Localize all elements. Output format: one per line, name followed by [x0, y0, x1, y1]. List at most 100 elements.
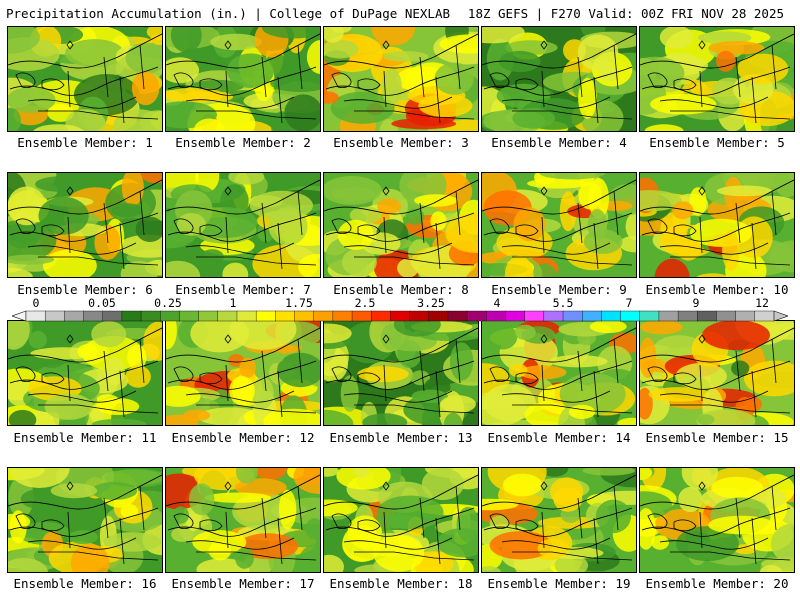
station-marker	[382, 481, 390, 491]
ensemble-member-map	[165, 467, 321, 573]
precip-blob	[583, 229, 623, 254]
ensemble-member-map	[639, 320, 795, 426]
precip-blob	[434, 62, 474, 95]
map-outline	[225, 338, 303, 418]
precip-blob	[9, 510, 27, 544]
precip-field	[8, 468, 162, 572]
precip-blob	[640, 468, 653, 481]
member-caption: Ensemble Member: 2	[175, 135, 311, 150]
ensemble-member-map	[481, 172, 637, 278]
precip-field	[324, 468, 478, 572]
precip-blob	[397, 258, 419, 277]
precip-blob	[249, 190, 313, 220]
colorbar-swatch	[217, 310, 238, 322]
precip-blob	[33, 321, 89, 343]
map-outline	[673, 224, 697, 237]
ensemble-member-map	[639, 467, 795, 573]
precip-blob	[539, 468, 569, 477]
precip-blob	[654, 258, 690, 277]
precip-blob	[711, 476, 764, 499]
precip-blob	[228, 173, 265, 185]
map-outline	[324, 33, 478, 69]
map-outline	[324, 474, 478, 510]
map-outline	[489, 72, 510, 88]
precip-blob	[644, 124, 684, 131]
precip-blob	[648, 387, 711, 402]
map-outline	[673, 78, 697, 91]
map-outline	[383, 338, 461, 418]
map-outline	[647, 72, 668, 88]
colorbar-swatch	[64, 310, 85, 322]
colorbar-tick-label: 0.05	[88, 296, 116, 310]
precip-blob	[127, 344, 147, 370]
precip-blob	[391, 118, 457, 130]
precip-blob	[324, 176, 382, 205]
precip-blob	[640, 321, 683, 335]
colorbar-tick-label: 4	[493, 296, 501, 310]
map-outline	[354, 404, 475, 414]
precip-blob	[377, 198, 402, 214]
colorbar-swatch	[44, 310, 65, 322]
map-outline	[325, 507, 475, 537]
precip-blob	[324, 39, 359, 59]
precip-blob	[208, 541, 232, 561]
precip-blob	[737, 53, 789, 85]
colorbar-swatch	[505, 310, 526, 322]
ensemble-member-map	[165, 320, 321, 426]
map-outline	[357, 519, 381, 532]
colorbar-swatch	[121, 310, 142, 322]
colorbar-swatch	[351, 310, 372, 322]
precip-blob	[582, 468, 635, 476]
map-outline	[357, 372, 381, 385]
precip-blob	[35, 176, 87, 192]
precip-blob	[193, 118, 225, 131]
map-outline	[167, 212, 317, 242]
map-outline	[9, 66, 159, 96]
precip-blob	[330, 91, 395, 124]
colorbar-swatch	[447, 310, 468, 322]
map-outline	[199, 78, 223, 91]
precip-field	[166, 27, 320, 131]
map-outline	[482, 327, 636, 363]
ensemble-member-map	[481, 467, 637, 573]
colorbar-swatch	[658, 310, 679, 322]
colorbar-swatch	[236, 310, 257, 322]
precip-field	[640, 173, 794, 277]
map-outline	[670, 404, 791, 414]
map-outline	[8, 327, 162, 363]
precip-blob	[204, 492, 272, 503]
map-outline	[8, 33, 162, 69]
map-outline	[41, 78, 65, 91]
precip-blob	[504, 255, 534, 277]
ensemble-member-map	[323, 320, 479, 426]
precip-blob	[166, 57, 200, 84]
precip-field	[482, 468, 636, 572]
station-marker	[66, 186, 74, 196]
precip-blob	[140, 173, 162, 184]
precip-field	[8, 27, 162, 131]
colorbar-swatch	[179, 310, 200, 322]
precip-blob	[8, 219, 57, 262]
precip-blob	[236, 468, 258, 484]
precip-blob	[514, 324, 536, 340]
precip-blob	[443, 412, 463, 425]
precip-blob	[482, 391, 527, 425]
precip-blob	[235, 547, 254, 569]
colorbar-swatch	[428, 310, 449, 322]
precip-blob	[675, 363, 727, 390]
precip-blob	[678, 486, 703, 513]
map-outline	[196, 551, 317, 561]
map-outline	[647, 218, 668, 234]
map-outline	[15, 218, 36, 234]
precip-blob	[340, 375, 359, 412]
map-outline	[699, 44, 777, 124]
precip-blob	[617, 417, 636, 425]
precip-blob	[254, 468, 288, 480]
map-outline	[512, 256, 633, 266]
colorbar-swatch	[371, 310, 391, 322]
precip-blob	[357, 366, 409, 383]
ensemble-member-map	[7, 467, 163, 573]
precip-blob	[371, 27, 416, 46]
precip-blob	[414, 194, 458, 207]
precip-blob	[696, 273, 729, 277]
